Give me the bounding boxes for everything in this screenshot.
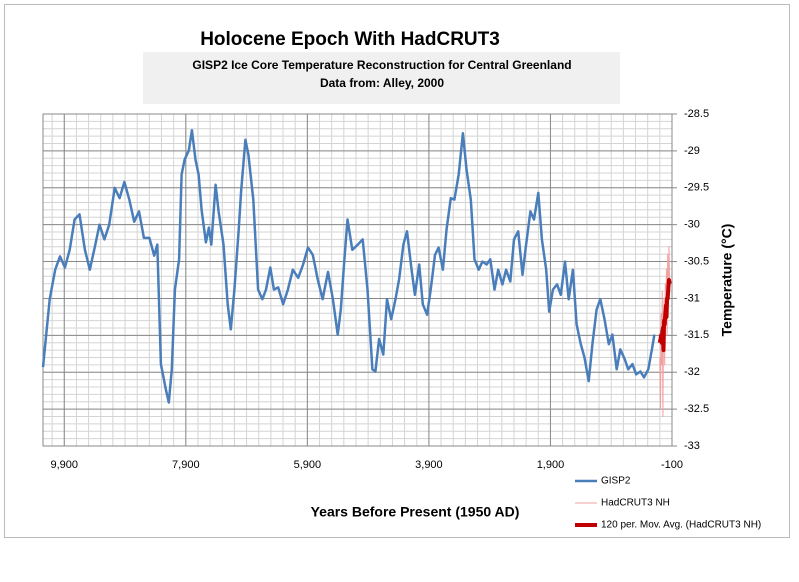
subtitle-box: [143, 52, 620, 104]
series-line: [657, 278, 672, 353]
y-axis-label: Temperature (°C): [719, 224, 735, 337]
x-tick-label: 9,900: [51, 459, 79, 471]
series-line: [41, 128, 656, 404]
y-tick-label: -30.5: [684, 255, 709, 267]
y-tick-label: -28.5: [684, 108, 709, 120]
subtitle: Data from: Alley, 2000: [320, 76, 444, 90]
y-tick-label: -29: [684, 145, 700, 157]
x-tick-label: 5,900: [294, 459, 322, 471]
x-tick-label: -100: [661, 459, 683, 471]
x-tick-label: 3,900: [415, 459, 443, 471]
y-tick-label: -33: [684, 440, 700, 452]
y-tick-label: -32.5: [684, 403, 709, 415]
y-tick-label: -30: [684, 219, 700, 231]
y-tick-label: -31.5: [684, 329, 709, 341]
y-tick-label: -31: [684, 292, 700, 304]
y-tick-label: -32: [684, 366, 700, 378]
chart-title: Holocene Epoch With HadCRUT3: [200, 29, 500, 50]
legend-label: HadCRUT3 NH: [601, 498, 670, 509]
x-tick-label: 7,900: [172, 459, 200, 471]
legend-label: GISP2: [601, 476, 631, 487]
subtitle: GISP2 Ice Core Temperature Reconstructio…: [192, 58, 571, 72]
x-axis-label: Years Before Present (1950 AD): [311, 504, 520, 520]
x-tick-label: 1,900: [537, 459, 565, 471]
y-tick-label: -29.5: [684, 182, 709, 194]
legend-label: 120 per. Mov. Avg. (HadCRUT3 NH): [601, 520, 761, 531]
plot-border: [42, 113, 673, 447]
